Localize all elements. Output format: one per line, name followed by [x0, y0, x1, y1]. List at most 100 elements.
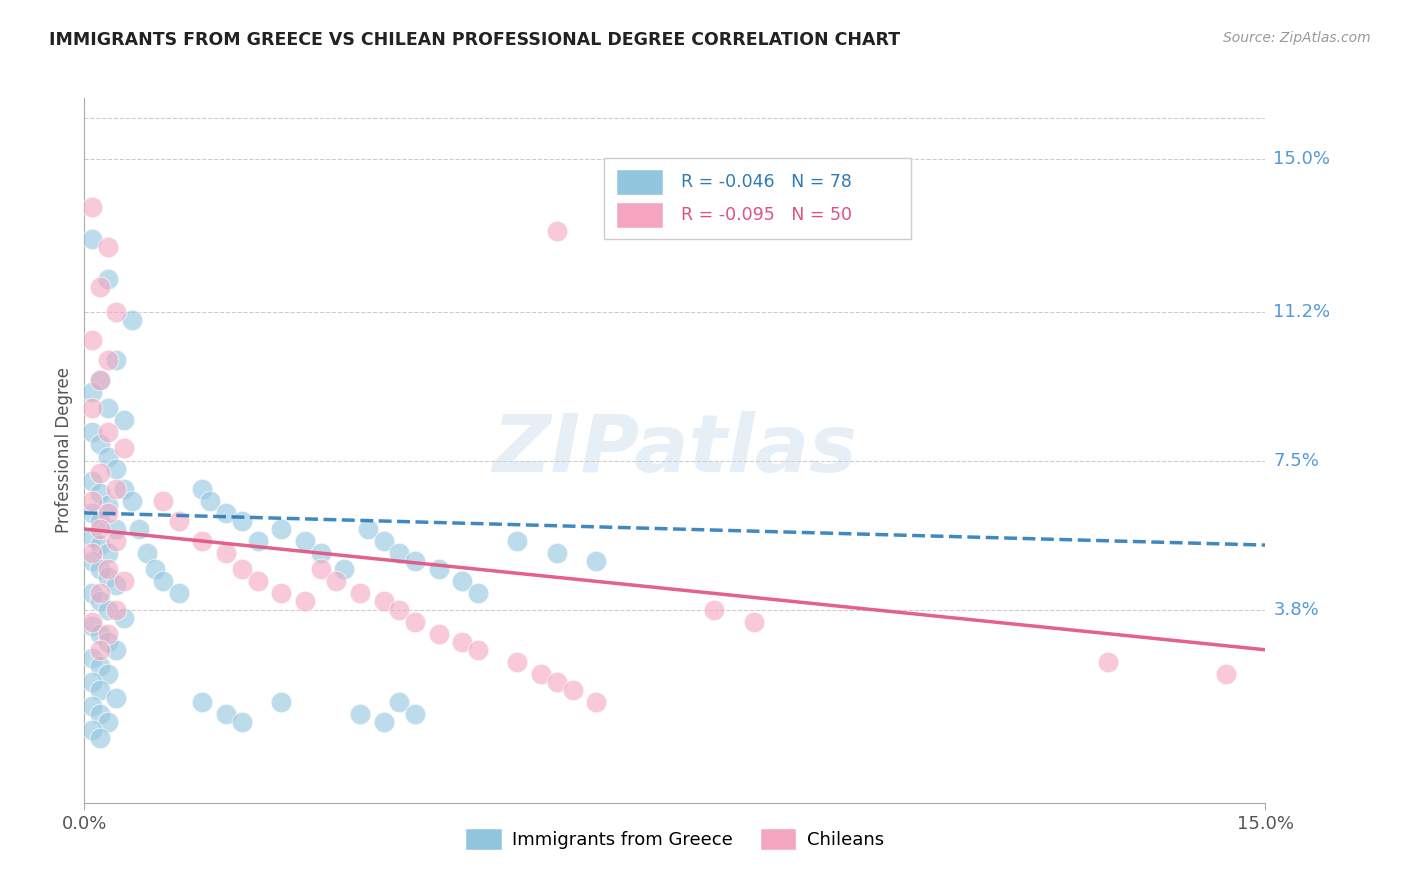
Point: [89, 485, 111, 500]
Y-axis label: Professional Degree: Professional Degree: [55, 368, 73, 533]
Point: [231, 562, 253, 576]
Point: [82, 618, 104, 632]
Text: ZIPatlas: ZIPatlas: [492, 411, 858, 490]
Point: [89, 437, 111, 451]
Point: [121, 312, 143, 326]
Point: [97, 546, 120, 560]
Point: [404, 615, 426, 629]
Point: [97, 450, 120, 464]
Point: [309, 546, 332, 560]
Point: [167, 514, 190, 528]
Point: [104, 522, 127, 536]
Point: [112, 413, 135, 427]
Point: [89, 373, 111, 387]
Point: [97, 498, 120, 512]
Point: [215, 506, 238, 520]
Point: [97, 562, 120, 576]
Point: [1097, 655, 1119, 669]
Text: 11.2%: 11.2%: [1274, 302, 1330, 320]
Point: [231, 514, 253, 528]
Point: [82, 699, 104, 714]
Point: [388, 602, 411, 616]
Point: [404, 707, 426, 722]
Point: [467, 642, 489, 657]
Point: [742, 615, 765, 629]
Point: [112, 610, 135, 624]
Point: [89, 280, 111, 294]
Point: [89, 707, 111, 722]
Point: [200, 493, 222, 508]
Point: [333, 562, 356, 576]
Point: [191, 482, 214, 496]
Point: [82, 615, 104, 629]
Point: [143, 562, 166, 576]
Point: [89, 466, 111, 480]
Point: [427, 626, 450, 640]
Point: [89, 522, 111, 536]
Point: [270, 586, 292, 600]
Point: [294, 534, 316, 549]
Point: [294, 594, 316, 608]
Point: [1215, 667, 1237, 681]
Point: [104, 602, 127, 616]
Point: [82, 200, 104, 214]
Point: [97, 272, 120, 286]
Point: [388, 546, 411, 560]
FancyBboxPatch shape: [616, 169, 664, 195]
Point: [231, 715, 253, 730]
Point: [128, 522, 150, 536]
Point: [82, 474, 104, 488]
Text: R = -0.046   N = 78: R = -0.046 N = 78: [681, 173, 852, 191]
Point: [97, 352, 120, 367]
Point: [89, 514, 111, 528]
Point: [82, 586, 104, 600]
Point: [89, 538, 111, 552]
Point: [506, 655, 529, 669]
Point: [167, 586, 190, 600]
Point: [546, 224, 568, 238]
Point: [270, 522, 292, 536]
Point: [97, 506, 120, 520]
Point: [89, 626, 111, 640]
Point: [246, 574, 269, 589]
Point: [89, 594, 111, 608]
Point: [136, 546, 159, 560]
Point: [246, 534, 269, 549]
Point: [89, 659, 111, 673]
Point: [97, 667, 120, 681]
Point: [530, 667, 553, 681]
Point: [506, 534, 529, 549]
Point: [82, 232, 104, 246]
Point: [82, 506, 104, 520]
Point: [97, 626, 120, 640]
Text: 15.0%: 15.0%: [1274, 150, 1330, 168]
Point: [104, 691, 127, 706]
Point: [82, 554, 104, 568]
Point: [97, 401, 120, 416]
Point: [89, 562, 111, 576]
Point: [104, 642, 127, 657]
Point: [89, 373, 111, 387]
Point: [97, 425, 120, 440]
Point: [191, 695, 214, 709]
Point: [82, 493, 104, 508]
Point: [82, 530, 104, 544]
Point: [349, 707, 371, 722]
Point: [82, 425, 104, 440]
Point: [703, 602, 725, 616]
Text: 3.8%: 3.8%: [1274, 600, 1319, 618]
Point: [451, 634, 474, 648]
Point: [451, 574, 474, 589]
Text: R = -0.095   N = 50: R = -0.095 N = 50: [681, 206, 852, 224]
Point: [112, 574, 135, 589]
Point: [152, 574, 174, 589]
Point: [97, 634, 120, 648]
Point: [373, 534, 395, 549]
Point: [97, 570, 120, 584]
Point: [82, 401, 104, 416]
Point: [215, 707, 238, 722]
Text: IMMIGRANTS FROM GREECE VS CHILEAN PROFESSIONAL DEGREE CORRELATION CHART: IMMIGRANTS FROM GREECE VS CHILEAN PROFES…: [49, 31, 900, 49]
Point: [112, 442, 135, 456]
Point: [97, 240, 120, 254]
Point: [89, 683, 111, 698]
